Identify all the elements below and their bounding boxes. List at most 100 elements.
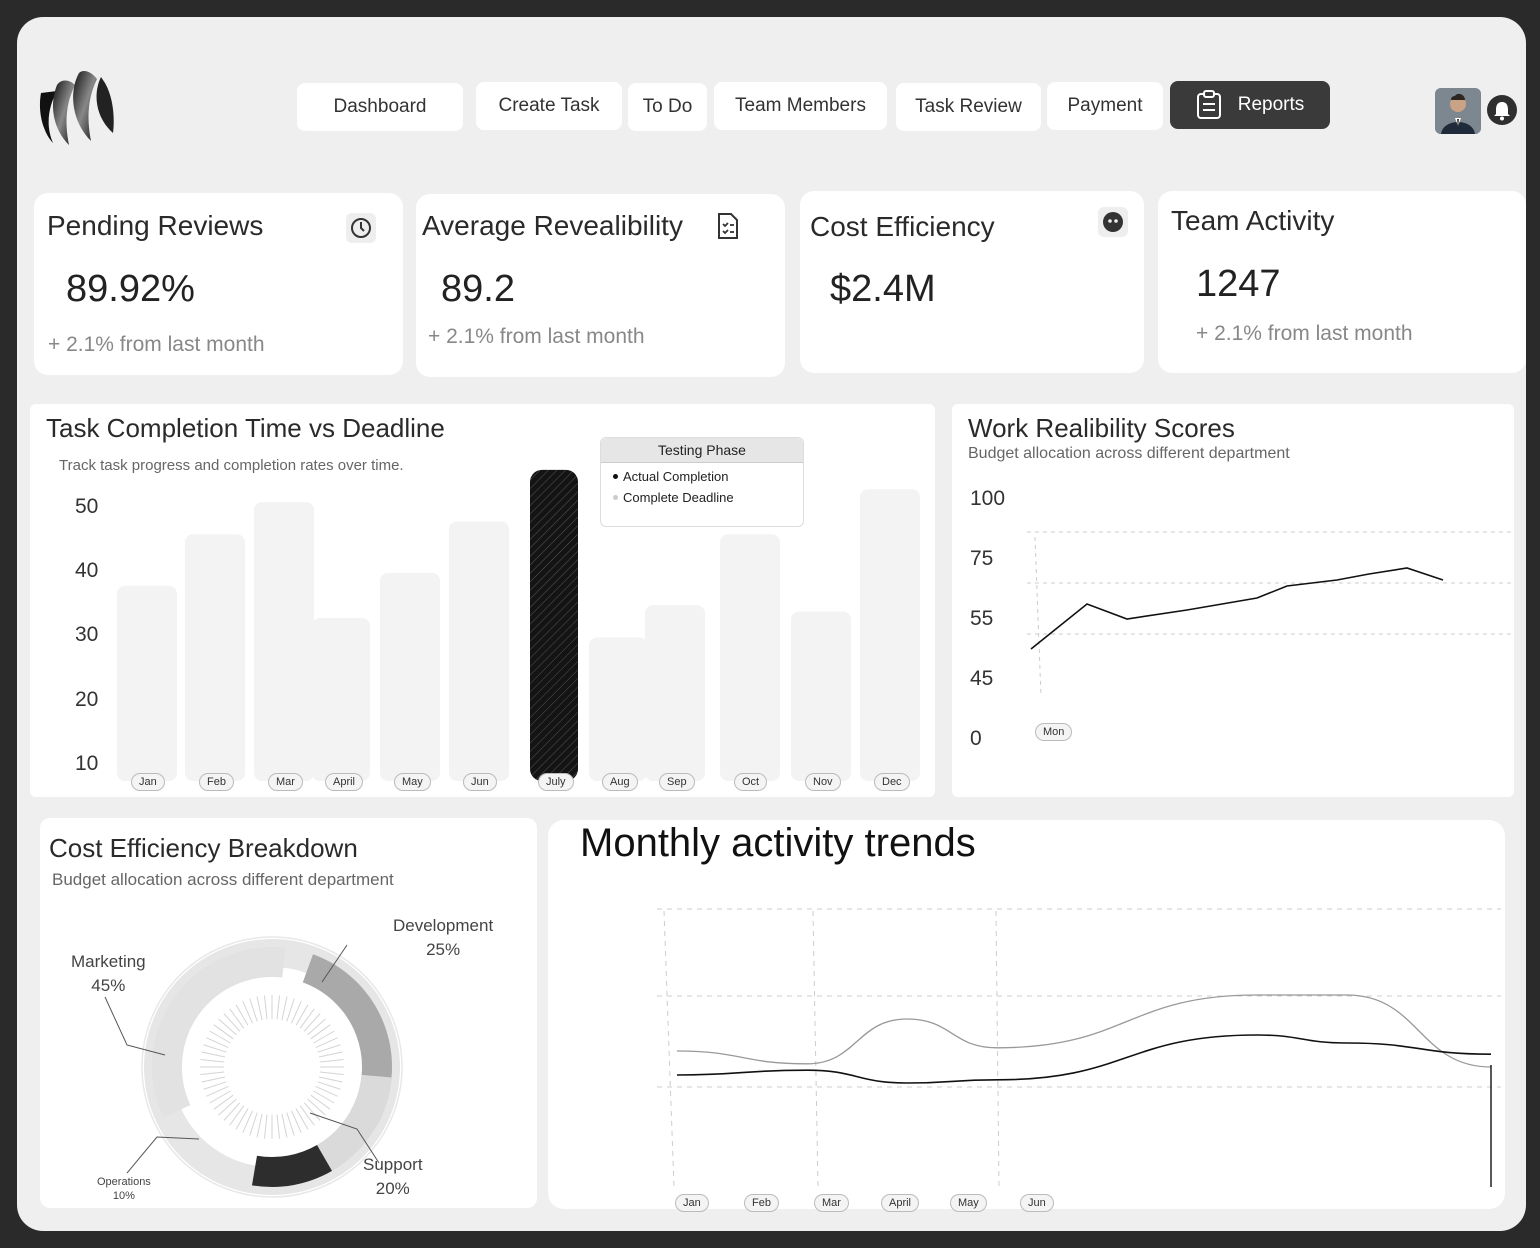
bar-mar[interactable]: [254, 502, 314, 781]
trend-gridline: [812, 910, 819, 1188]
rel-y-tick-label: 55: [970, 607, 994, 630]
donut-inner-tick: [201, 1076, 226, 1083]
nav-label: Dashboard: [333, 96, 427, 117]
trend-line-secondary: [676, 994, 1492, 1068]
x-label-july: July: [538, 773, 574, 791]
reliability-line: [1030, 567, 1444, 650]
clock-icon: [346, 213, 376, 243]
bar-jan[interactable]: [117, 585, 177, 781]
x-label-mar: Mar: [268, 773, 303, 791]
bar-nov[interactable]: [791, 611, 851, 781]
bar-aug[interactable]: [589, 637, 647, 781]
trend-x-label-feb: Feb: [744, 1194, 779, 1212]
trend-line-primary: [676, 1034, 1492, 1084]
notifications-button[interactable]: [1487, 95, 1517, 125]
stat-card-pending-reviews: Pending Reviews 89.92% + 2.1% from last …: [34, 193, 403, 375]
donut-inner-tick: [242, 1110, 253, 1133]
document-check-icon: [716, 212, 740, 245]
nav-label: Create Task: [498, 95, 600, 116]
donut-inner-tick: [256, 1113, 263, 1138]
bar-dec[interactable]: [860, 489, 920, 781]
donut-inner-tick: [213, 1094, 234, 1110]
bar-sep[interactable]: [645, 605, 705, 781]
trend-x-label-jun: Jun: [1020, 1194, 1054, 1212]
donut-inner-tick: [281, 996, 288, 1021]
clipboard-icon: [1196, 90, 1221, 119]
y-tick-label: 40: [75, 558, 99, 582]
donut-label-operations: Operations 10%: [97, 1176, 151, 1202]
stat-value: 89.92%: [66, 268, 195, 310]
tooltip-title: Testing Phase: [601, 438, 803, 463]
rel-x-label-mon: Mon: [1035, 723, 1073, 741]
donut-inner-tick: [218, 1018, 237, 1036]
cost-breakdown-subtitle: Budget allocation across different depar…: [52, 870, 394, 889]
nav-label: Reports: [1237, 94, 1305, 115]
stat-title: Team Activity: [1171, 205, 1335, 236]
donut-inner-tick: [299, 1105, 315, 1126]
donut-inner-tick: [276, 1114, 281, 1139]
donut-outer-ring: [141, 936, 403, 1198]
nav-dashboard[interactable]: Dashboard: [297, 83, 463, 131]
avatar-image: [1435, 88, 1481, 134]
stat-value: $2.4M: [830, 268, 936, 310]
x-label-april: April: [325, 773, 364, 791]
cost-donut-chart: [104, 936, 403, 1198]
donut-inner-tick: [313, 1030, 335, 1044]
nav-label: To Do: [642, 96, 693, 117]
nav-payment[interactable]: Payment: [1047, 82, 1163, 130]
donut-inner-tick: [307, 1098, 326, 1116]
x-label-sep: Sep: [659, 773, 695, 791]
x-label-feb: Feb: [199, 773, 234, 791]
brand-logo: [39, 71, 114, 145]
task-chart-subtitle: Track task progress and completion rates…: [59, 457, 404, 474]
donut-leader-line: [309, 1112, 380, 1164]
donut-inner-tick: [209, 1030, 231, 1044]
bar-oct[interactable]: [720, 534, 780, 781]
donut-inner-tick: [200, 1058, 225, 1063]
donut-inner-tick: [315, 1037, 338, 1048]
reliability-line-chart: [1027, 531, 1514, 698]
donut-slice-operations[interactable]: [251, 1144, 332, 1187]
donut-slice-marketing[interactable]: [152, 947, 286, 1118]
x-label-jun: Jun: [463, 773, 497, 791]
trend-gridline: [663, 910, 675, 1188]
donut-inner-tick: [295, 1004, 309, 1026]
bar-april[interactable]: [312, 618, 370, 781]
bar-jun[interactable]: [449, 521, 509, 781]
stat-delta: + 2.1% from last month: [1196, 322, 1413, 345]
donut-inner-tick: [249, 1112, 258, 1136]
nav-to-do[interactable]: To Do: [628, 83, 707, 131]
nav-reports[interactable]: Reports: [1170, 81, 1330, 129]
donut-inner-tick: [203, 1044, 227, 1053]
trend-gridline: [995, 910, 1000, 1188]
donut-inner-tick: [206, 1037, 229, 1048]
donut-inner-tick: [223, 1102, 241, 1121]
donut-inner-tick: [318, 1051, 343, 1058]
face-icon: [1098, 207, 1128, 237]
donut-inner-tick: [303, 1102, 321, 1121]
donut-inner-tick: [229, 1105, 245, 1126]
avatar[interactable]: [1435, 88, 1481, 134]
bar-july[interactable]: [530, 469, 578, 781]
donut-inner-tick: [201, 1051, 226, 1058]
stat-delta: + 2.1% from last month: [48, 333, 265, 356]
donut-inner-tick: [223, 1013, 241, 1032]
donut-inner-tick: [229, 1008, 245, 1029]
donut-leader-line: [104, 996, 166, 1056]
bar-may[interactable]: [380, 572, 440, 781]
donut-inner-tick: [203, 1081, 227, 1090]
donut-inner-tick: [263, 995, 268, 1020]
tooltip-item-deadline: Complete Deadline: [601, 490, 803, 505]
nav-team-members[interactable]: Team Members: [714, 82, 887, 130]
nav-create-task[interactable]: Create Task: [476, 82, 622, 130]
nav-task-review[interactable]: Task Review: [896, 83, 1041, 131]
trend-x-label-jan: Jan: [675, 1194, 709, 1212]
chart-tooltip: Testing Phase Actual Completion Complete…: [600, 437, 804, 527]
donut-inner-tick: [218, 1098, 237, 1116]
donut-inner-tick: [310, 1094, 331, 1110]
donut-inner-tick: [256, 996, 263, 1021]
donut-inner-tick: [206, 1086, 229, 1097]
donut-inner-tick: [235, 1108, 249, 1130]
bar-feb[interactable]: [185, 534, 245, 781]
trend-x-label-april: April: [881, 1194, 920, 1212]
